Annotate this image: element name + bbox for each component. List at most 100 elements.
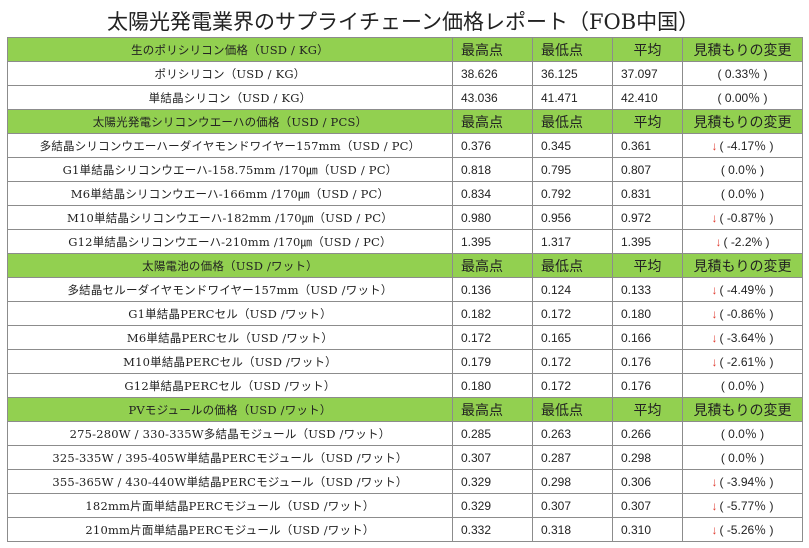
price-change-value: ( 0.33％ ) [717, 67, 768, 81]
high-price: 0.980 [452, 205, 533, 230]
table-row: M10単結晶シリコンウエーハ-182mm /170㎛（USD / PC） 0.98… [7, 205, 803, 230]
down-arrow-icon: ↓ [711, 523, 718, 537]
low-price: 0.263 [532, 421, 613, 446]
price-change-value: ( -3.94％ ) [719, 475, 774, 489]
price-change: ( 0.0％ ) [682, 421, 803, 446]
product-name: 182mm片面単結晶PERCモジュール（USD /ワット） [7, 493, 453, 518]
price-change-value: ( -5.77％ ) [719, 499, 774, 513]
price-change-value: ( -0.86％ ) [719, 307, 774, 321]
table-row: 多結晶シリコンウエーハーダイヤモンドワイヤー157mm（USD / PC） 0.3… [7, 133, 803, 158]
product-name: M10単結晶シリコンウエーハ-182mm /170㎛（USD / PC） [7, 205, 453, 230]
header-low: 最低点 [532, 253, 613, 278]
product-name: 275-280W / 330-335W多結晶モジュール（USD /ワット） [7, 421, 453, 446]
down-arrow-icon: ↓ [711, 139, 718, 153]
table-row: 多結晶セルーダイヤモンドワイヤー157mm（USD /ワット） 0.136 0.12… [7, 277, 803, 302]
price-change-value: ( 0.00％ ) [717, 91, 768, 105]
price-table-body: 生のポリシリコン価格（USD / KG） 最高点 最低点 平均 見積もりの変更 ポリシリコ… [7, 37, 803, 542]
product-name: G12単結晶PERCセル（USD /ワット） [7, 373, 453, 398]
high-price: 0.307 [452, 445, 533, 470]
table-row: 単結晶シリコン（USD / KG） 43.036 41.471 42.410 ( 0.0… [7, 85, 803, 110]
table-row: 325-335W / 395-405W単結晶PERCモジュール（USD /ワット… [7, 445, 803, 470]
high-price: 0.376 [452, 133, 533, 158]
price-change: ( 0.0％ ) [682, 445, 803, 470]
high-price: 0.332 [452, 517, 533, 542]
header-low: 最低点 [532, 37, 613, 62]
header-change: 見積もりの変更 [682, 397, 803, 422]
price-report: 太陽光発電業界のサプライチェーン価格レポート（FOB中国） 生のポリシリコン価格… [7, 8, 803, 542]
price-change-value: ( 0.0％ ) [720, 163, 765, 177]
report-title: 太陽光発電業界のサプライチェーン価格レポート（FOB中国） [107, 10, 700, 34]
section-name: PVモジュールの価格（USD /ワット） [7, 397, 453, 422]
price-change-value: ( -2.2% ) [723, 234, 770, 249]
price-change-value: ( 0.0％ ) [720, 187, 765, 201]
product-name: M6単結晶シリコンウエーハ-166mm /170㎛（USD / PC） [7, 181, 453, 206]
avg-price: 1.395 [612, 229, 683, 254]
price-change: ( 0.0％ ) [682, 373, 803, 398]
high-price: 1.395 [452, 229, 533, 254]
price-change-value: ( 0.0％ ) [720, 427, 765, 441]
table-row: ポリシリコン（USD / KG） 38.626 36.125 37.097 ( 0.33… [7, 61, 803, 86]
header-change: 見積もりの変更 [682, 253, 803, 278]
avg-price: 0.807 [612, 157, 683, 182]
section-name: 太陽電池の価格（USD /ワット） [7, 253, 453, 278]
low-price: 0.795 [532, 157, 613, 182]
avg-price: 0.298 [612, 445, 683, 470]
high-price: 0.285 [452, 421, 533, 446]
avg-price: 0.133 [612, 277, 683, 302]
avg-price: 0.180 [612, 301, 683, 326]
down-arrow-icon: ↓ [711, 475, 718, 489]
header-high: 最高点 [452, 109, 533, 134]
low-price: 0.956 [532, 205, 613, 230]
price-table: 生のポリシリコン価格（USD / KG） 最高点 最低点 平均 見積もりの変更 ポリシリコ… [7, 37, 803, 542]
table-row: M6単結晶PERCセル（USD /ワット） 0.172 0.165 0.166 ↓( -… [7, 325, 803, 350]
avg-price: 0.166 [612, 325, 683, 350]
section-header-row: PVモジュールの価格（USD /ワット） 最高点 最低点 平均 見積もりの変更 [7, 397, 803, 422]
product-name: G1単結晶PERCセル（USD /ワット） [7, 301, 453, 326]
high-price: 0.329 [452, 493, 533, 518]
product-name: 多結晶シリコンウエーハーダイヤモンドワイヤー157mm（USD / PC） [7, 133, 453, 158]
section-header-row: 太陽光発電シリコンウエーハの価格（USD / PCS） 最高点 最低点 平均 見積もりの… [7, 109, 803, 134]
down-arrow-icon: ↓ [711, 499, 718, 513]
low-price: 0.172 [532, 373, 613, 398]
high-price: 0.818 [452, 157, 533, 182]
price-change: ↓( -2.61％ ) [682, 349, 803, 374]
price-change-value: ( 0.0％ ) [720, 379, 765, 393]
avg-price: 0.176 [612, 373, 683, 398]
avg-price: 37.097 [612, 61, 683, 86]
product-name: 多結晶セルーダイヤモンドワイヤー157mm（USD /ワット） [7, 277, 453, 302]
header-avg: 平均 [612, 109, 683, 134]
table-row: G12単結晶シリコンウエーハ-210mm /170㎛（USD / PC） 1.39… [7, 229, 803, 254]
avg-price: 0.310 [612, 517, 683, 542]
low-price: 0.298 [532, 469, 613, 494]
avg-price: 0.972 [612, 205, 683, 230]
price-change-value: ( -2.61％ ) [719, 355, 774, 369]
product-name: 325-335W / 395-405W単結晶PERCモジュール（USD /ワット… [7, 445, 453, 470]
low-price: 41.471 [532, 85, 613, 110]
header-change: 見積もりの変更 [682, 37, 803, 62]
low-price: 36.125 [532, 61, 613, 86]
product-name: 単結晶シリコン（USD / KG） [7, 85, 453, 110]
low-price: 0.124 [532, 277, 613, 302]
product-name: M6単結晶PERCセル（USD /ワット） [7, 325, 453, 350]
price-change: ↓( -3.64％ ) [682, 325, 803, 350]
avg-price: 0.307 [612, 493, 683, 518]
section-name: 生のポリシリコン価格（USD / KG） [7, 37, 453, 62]
price-change-value: ( 0.0％ ) [720, 451, 765, 465]
table-row: 355-365W / 430-440W単結晶PERCモジュール（USD /ワット… [7, 469, 803, 494]
section-header-row: 太陽電池の価格（USD /ワット） 最高点 最低点 平均 見積もりの変更 [7, 253, 803, 278]
avg-price: 0.361 [612, 133, 683, 158]
high-price: 0.329 [452, 469, 533, 494]
high-price: 43.036 [452, 85, 533, 110]
price-change: ↓( -2.2% ) [682, 229, 803, 254]
down-arrow-icon: ↓ [711, 283, 718, 297]
price-change: ↓( -0.87％ ) [682, 205, 803, 230]
header-avg: 平均 [612, 397, 683, 422]
avg-price: 0.831 [612, 181, 683, 206]
header-low: 最低点 [532, 397, 613, 422]
price-change: ↓( -5.26％ ) [682, 517, 803, 542]
price-change: ↓( -0.86％ ) [682, 301, 803, 326]
table-row: M6単結晶シリコンウエーハ-166mm /170㎛（USD / PC） 0.834… [7, 181, 803, 206]
header-high: 最高点 [452, 397, 533, 422]
low-price: 1.317 [532, 229, 613, 254]
high-price: 38.626 [452, 61, 533, 86]
